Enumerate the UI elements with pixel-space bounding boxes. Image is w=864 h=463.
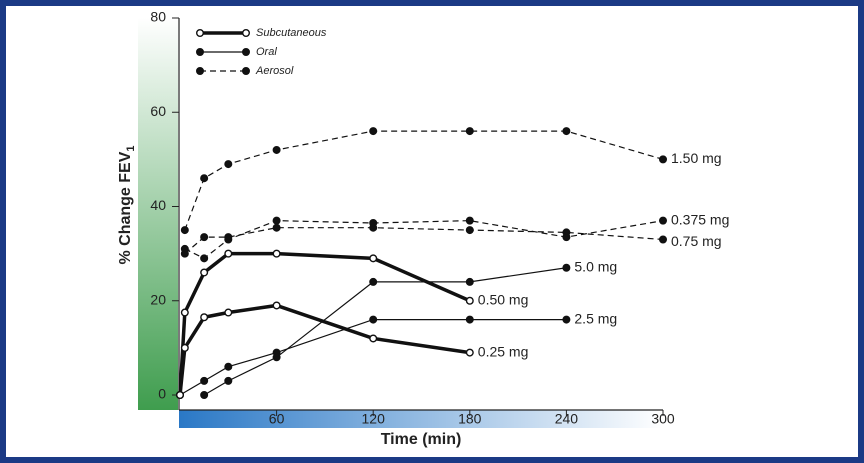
- y-tick-label: 80: [150, 9, 166, 25]
- series-line: [203, 267, 567, 396]
- legend-label: Oral: [256, 46, 277, 58]
- data-point: [224, 160, 233, 169]
- legend-label: Aerosol: [255, 65, 294, 77]
- data-point: [562, 127, 571, 136]
- data-point: [200, 376, 209, 385]
- data-point: [180, 308, 189, 317]
- x-band: [179, 410, 663, 428]
- x-tick-label: 240: [555, 411, 579, 427]
- data-point: [369, 334, 378, 343]
- data-point: [272, 223, 281, 232]
- data-point: [175, 391, 184, 400]
- data-point: [180, 343, 189, 352]
- data-point: [369, 277, 378, 286]
- data-point: [200, 268, 209, 277]
- data-point: [272, 301, 281, 310]
- data-point: [369, 254, 378, 263]
- data-point: [224, 233, 233, 242]
- legend-marker: [195, 29, 204, 38]
- series-label: 0.50 mg: [478, 291, 529, 307]
- series-label: 0.75 mg: [671, 233, 722, 249]
- data-point: [562, 263, 571, 272]
- data-point: [465, 127, 474, 136]
- data-point: [200, 233, 209, 242]
- x-tick-label: 180: [458, 411, 482, 427]
- data-point: [562, 228, 571, 237]
- y-tick-label: 0: [158, 386, 166, 402]
- series-label: 2.5 mg: [574, 310, 617, 326]
- y-tick-label: 20: [150, 291, 166, 307]
- data-point: [659, 235, 668, 244]
- data-point: [272, 145, 281, 154]
- data-point: [465, 296, 474, 305]
- data-point: [200, 254, 209, 263]
- x-tick-label: 300: [651, 411, 675, 427]
- y-axis-label: % Change FEV1: [117, 145, 137, 264]
- y-tick-label: 60: [150, 103, 166, 119]
- series-line: [184, 227, 664, 255]
- legend-marker: [241, 48, 250, 57]
- series-label: 1.50 mg: [671, 150, 722, 166]
- data-point: [180, 226, 189, 235]
- data-point: [465, 216, 474, 225]
- data-point: [180, 249, 189, 258]
- y-tick-label: 40: [150, 197, 166, 213]
- legend-marker: [241, 29, 250, 38]
- data-point: [224, 376, 233, 385]
- data-point: [369, 315, 378, 324]
- legend-label: Subcutaneous: [256, 27, 327, 39]
- data-point: [200, 313, 209, 322]
- data-point: [465, 315, 474, 324]
- y-label-main: % Change FEV: [117, 151, 134, 264]
- series-label: 0.25 mg: [478, 343, 529, 359]
- data-point: [465, 226, 474, 235]
- y-band: [138, 18, 178, 410]
- legend-marker: [241, 66, 250, 75]
- data-point: [465, 277, 474, 286]
- data-point: [659, 155, 668, 164]
- data-point: [659, 216, 668, 225]
- series-line: [184, 130, 664, 231]
- x-tick-label: 60: [269, 411, 285, 427]
- data-point: [272, 348, 281, 357]
- legend-marker: [195, 48, 204, 57]
- data-point: [369, 223, 378, 232]
- data-point: [465, 348, 474, 357]
- x-tick-label: 120: [362, 411, 386, 427]
- legend-marker: [195, 66, 204, 75]
- data-point: [224, 308, 233, 317]
- data-point: [224, 362, 233, 371]
- series-label: 5.0 mg: [574, 258, 617, 274]
- data-point: [200, 391, 209, 400]
- data-point: [562, 315, 571, 324]
- y-label-sub: 1: [125, 145, 137, 151]
- data-point: [200, 174, 209, 183]
- x-axis-label: Time (min): [381, 431, 462, 448]
- data-point: [369, 127, 378, 136]
- data-point: [224, 249, 233, 258]
- data-point: [272, 216, 281, 225]
- series-label: 0.375 mg: [671, 211, 729, 227]
- data-point: [272, 249, 281, 258]
- series-line: [184, 220, 664, 260]
